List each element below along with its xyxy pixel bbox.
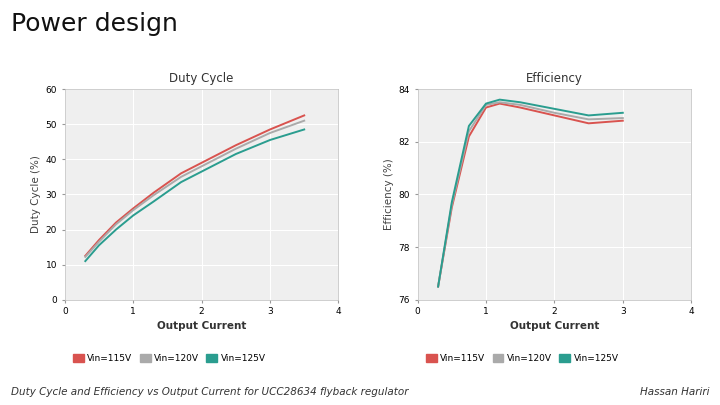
Y-axis label: Duty Cycle (%): Duty Cycle (%) (32, 156, 42, 233)
Text: Duty Cycle and Efficiency vs Output Current for UCC28634 flyback regulator: Duty Cycle and Efficiency vs Output Curr… (11, 387, 408, 397)
Title: Duty Cycle: Duty Cycle (169, 72, 234, 85)
Text: Hassan Hariri: Hassan Hariri (639, 387, 709, 397)
Y-axis label: Efficiency (%): Efficiency (%) (384, 158, 395, 230)
Legend: Vin=115V, Vin=120V, Vin=125V: Vin=115V, Vin=120V, Vin=125V (69, 351, 269, 367)
X-axis label: Output Current: Output Current (510, 320, 599, 330)
Title: Efficiency: Efficiency (526, 72, 582, 85)
Legend: Vin=115V, Vin=120V, Vin=125V: Vin=115V, Vin=120V, Vin=125V (422, 351, 622, 367)
Text: Power design: Power design (11, 12, 178, 36)
X-axis label: Output Current: Output Current (157, 320, 246, 330)
